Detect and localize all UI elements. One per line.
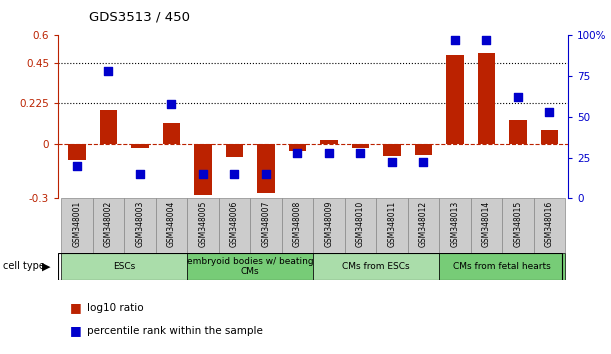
- Bar: [194, 144, 211, 195]
- Text: GSM348008: GSM348008: [293, 201, 302, 247]
- Point: [513, 95, 523, 100]
- Text: ▶: ▶: [42, 261, 50, 271]
- Bar: [219, 198, 250, 253]
- Bar: [446, 55, 464, 144]
- Bar: [257, 144, 274, 193]
- Text: CMs from ESCs: CMs from ESCs: [342, 262, 410, 271]
- Point: [198, 171, 208, 177]
- Bar: [68, 144, 86, 160]
- Bar: [124, 198, 156, 253]
- Text: GDS3513 / 450: GDS3513 / 450: [89, 11, 189, 24]
- Text: GSM348014: GSM348014: [482, 201, 491, 247]
- Point: [419, 160, 428, 165]
- Point: [72, 163, 82, 169]
- Text: GSM348009: GSM348009: [324, 201, 334, 247]
- Point: [230, 171, 240, 177]
- Bar: [156, 198, 187, 253]
- Bar: [250, 198, 282, 253]
- Text: GSM348006: GSM348006: [230, 201, 239, 247]
- Text: log10 ratio: log10 ratio: [87, 303, 144, 313]
- Bar: [415, 144, 432, 155]
- Text: GSM348012: GSM348012: [419, 201, 428, 247]
- Bar: [345, 198, 376, 253]
- Bar: [93, 198, 124, 253]
- Bar: [478, 53, 495, 144]
- Bar: [439, 253, 565, 280]
- Bar: [502, 198, 533, 253]
- Text: GSM348002: GSM348002: [104, 201, 113, 247]
- Text: GSM348005: GSM348005: [199, 201, 207, 247]
- Point: [293, 150, 302, 155]
- Bar: [320, 140, 337, 144]
- Point: [135, 171, 145, 177]
- Bar: [541, 130, 558, 144]
- Bar: [376, 198, 408, 253]
- Bar: [470, 198, 502, 253]
- Text: GSM348015: GSM348015: [513, 201, 522, 247]
- Text: ESCs: ESCs: [113, 262, 135, 271]
- Text: percentile rank within the sample: percentile rank within the sample: [87, 326, 263, 336]
- Bar: [61, 253, 187, 280]
- Text: GSM348004: GSM348004: [167, 201, 176, 247]
- Text: cell type: cell type: [3, 261, 45, 271]
- Bar: [509, 120, 527, 144]
- Text: GSM348003: GSM348003: [136, 201, 144, 247]
- Point: [324, 150, 334, 155]
- Text: ■: ■: [70, 302, 82, 314]
- Text: GSM348011: GSM348011: [387, 201, 397, 247]
- Text: GSM348001: GSM348001: [73, 201, 81, 247]
- Bar: [289, 144, 306, 151]
- Point: [481, 38, 491, 43]
- Bar: [352, 144, 369, 148]
- Text: CMs from fetal hearts: CMs from fetal hearts: [453, 262, 551, 271]
- Bar: [187, 253, 313, 280]
- Point: [544, 109, 554, 115]
- Text: GSM348010: GSM348010: [356, 201, 365, 247]
- Point: [387, 160, 397, 165]
- Text: embryoid bodies w/ beating
CMs: embryoid bodies w/ beating CMs: [187, 257, 313, 276]
- Point: [103, 68, 113, 74]
- Bar: [408, 198, 439, 253]
- Bar: [383, 144, 401, 156]
- Bar: [439, 198, 470, 253]
- Point: [450, 38, 459, 43]
- Text: GSM348016: GSM348016: [545, 201, 554, 247]
- Bar: [61, 198, 93, 253]
- Bar: [313, 198, 345, 253]
- Bar: [282, 198, 313, 253]
- Bar: [100, 110, 117, 144]
- Point: [356, 150, 365, 155]
- Point: [261, 171, 271, 177]
- Bar: [225, 144, 243, 156]
- Point: [167, 101, 177, 107]
- Bar: [313, 253, 439, 280]
- Bar: [163, 123, 180, 144]
- Bar: [533, 198, 565, 253]
- Bar: [131, 144, 148, 148]
- Text: ■: ■: [70, 325, 82, 337]
- Text: GSM348013: GSM348013: [450, 201, 459, 247]
- Bar: [187, 198, 219, 253]
- Text: GSM348007: GSM348007: [262, 201, 271, 247]
